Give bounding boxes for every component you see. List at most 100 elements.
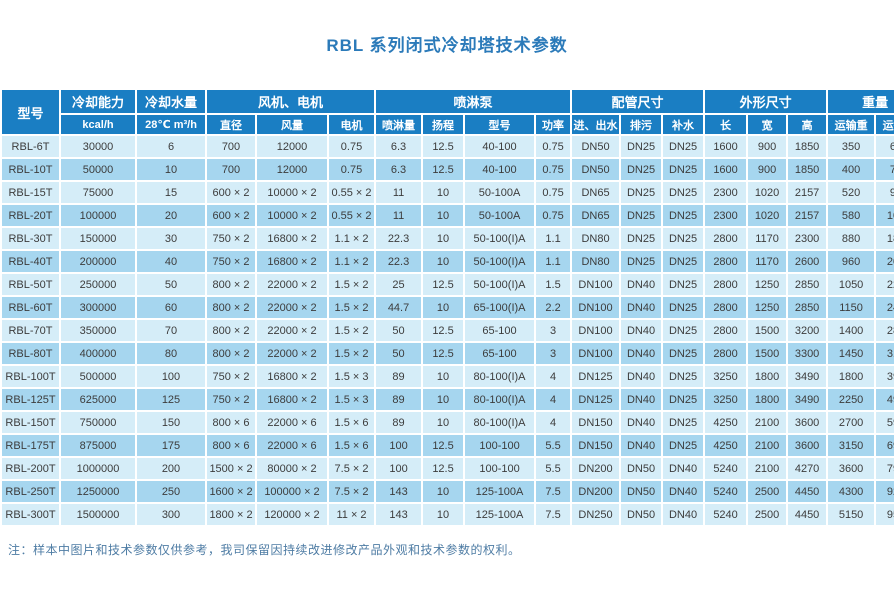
cell-weight-transport: 5150 — [828, 504, 875, 525]
header-sub: 喷淋量 — [376, 115, 422, 134]
cell-dim-height: 1850 — [788, 159, 827, 180]
header-sub: 直径 — [207, 115, 255, 134]
cell-weight-transport: 2250 — [828, 389, 875, 410]
cell-spray-power: 7.5 — [536, 481, 571, 502]
cell-pipe-makeup: DN25 — [663, 228, 704, 249]
cell-fan-diameter: 800 × 2 — [207, 320, 255, 341]
cell-pipe-drain: DN25 — [621, 228, 662, 249]
cell-fan-diameter: 1800 × 2 — [207, 504, 255, 525]
cell-dim-width: 1800 — [748, 389, 787, 410]
header-group: 冷却能力 — [61, 90, 135, 113]
cell-dim-height: 2850 — [788, 297, 827, 318]
cell-weight-operating: 5950 — [876, 412, 894, 433]
header-group: 外形尺寸 — [705, 90, 827, 113]
cell-dim-width: 1500 — [748, 343, 787, 364]
cell-dim-length: 2800 — [705, 320, 747, 341]
table-row: RBL-10T 50000 10 700 12000 0.75 6.3 12.5 40-100 0… — [2, 159, 894, 180]
cell-fan-airflow: 16800 × 2 — [257, 366, 327, 387]
cell-dim-height: 2300 — [788, 228, 827, 249]
cell-spray-flow: 6.3 — [376, 136, 422, 157]
cell-dim-length: 2800 — [705, 251, 747, 272]
cell-weight-transport: 3150 — [828, 435, 875, 456]
cell-spray-pump-model: 50-100A — [465, 182, 535, 203]
header-group: 型号 — [2, 90, 59, 134]
cell-pipe-drain: DN25 — [621, 159, 662, 180]
cell-fan-diameter: 700 — [207, 159, 255, 180]
cell-weight-transport: 2700 — [828, 412, 875, 433]
cell-fan-motor: 1.5 × 6 — [329, 412, 375, 433]
cell-pipe-makeup: DN40 — [663, 458, 704, 479]
cell-dim-width: 900 — [748, 159, 787, 180]
cell-weight-transport: 400 — [828, 159, 875, 180]
cell-pipe-drain: DN40 — [621, 366, 662, 387]
cell-cooling-water-flow: 150 — [137, 412, 205, 433]
table-row: RBL-300T 1500000 300 1800 × 2 120000 × 2 11 ×… — [2, 504, 894, 525]
cell-cooling-water-flow: 300 — [137, 504, 205, 525]
cell-pipe-inlet-outlet: DN200 — [572, 481, 620, 502]
cell-fan-diameter: 800 × 6 — [207, 412, 255, 433]
cell-cooling-water-flow: 80 — [137, 343, 205, 364]
cell-pipe-makeup: DN25 — [663, 251, 704, 272]
cell-pipe-drain: DN40 — [621, 412, 662, 433]
cell-pipe-inlet-outlet: DN65 — [572, 205, 620, 226]
cell-spray-power: 0.75 — [536, 159, 571, 180]
cell-dim-length: 2300 — [705, 205, 747, 226]
header-sub: 28℃ m³/h — [137, 115, 205, 134]
cell-pipe-drain: DN40 — [621, 320, 662, 341]
cell-spray-flow: 22.3 — [376, 251, 422, 272]
cell-model: RBL-200T — [2, 458, 59, 479]
cell-weight-operating: 940 — [876, 182, 894, 203]
cell-pipe-inlet-outlet: DN80 — [572, 251, 620, 272]
cell-weight-operating: 6950 — [876, 435, 894, 456]
cell-dim-length: 5240 — [705, 481, 747, 502]
cell-pipe-makeup: DN25 — [663, 136, 704, 157]
cell-cooling-capacity: 625000 — [61, 389, 135, 410]
cell-spray-pump-model: 40-100 — [465, 159, 535, 180]
table-row: RBL-100T 500000 100 750 × 2 16800 × 2 1.5 × 3… — [2, 366, 894, 387]
cell-spray-pump-model: 50-100A — [465, 205, 535, 226]
cell-model: RBL-150T — [2, 412, 59, 433]
table-row: RBL-6T 30000 6 700 12000 0.75 6.3 12.5 40-100 0.7… — [2, 136, 894, 157]
cell-spray-power: 1.5 — [536, 274, 571, 295]
cell-dim-height: 2157 — [788, 182, 827, 203]
cell-dim-width: 1170 — [748, 228, 787, 249]
header-sub: 进、出水 — [572, 115, 620, 134]
cell-model: RBL-6T — [2, 136, 59, 157]
cell-spray-head: 10 — [423, 504, 464, 525]
cell-fan-airflow: 16800 × 2 — [257, 251, 327, 272]
cell-spray-flow: 100 — [376, 458, 422, 479]
header-group: 冷却水量 — [137, 90, 205, 113]
cell-pipe-drain: DN50 — [621, 458, 662, 479]
cell-fan-diameter: 600 × 2 — [207, 205, 255, 226]
cell-dim-width: 1800 — [748, 366, 787, 387]
cell-weight-transport: 520 — [828, 182, 875, 203]
cell-spray-head: 12.5 — [423, 343, 464, 364]
cell-pipe-inlet-outlet: DN80 — [572, 228, 620, 249]
cell-dim-width: 2500 — [748, 481, 787, 502]
cell-weight-operating: 1850 — [876, 228, 894, 249]
cell-spray-power: 7.5 — [536, 504, 571, 525]
cell-pipe-inlet-outlet: DN250 — [572, 504, 620, 525]
cell-fan-diameter: 800 × 2 — [207, 274, 255, 295]
cell-dim-length: 1600 — [705, 136, 747, 157]
cell-weight-operating: 2870 — [876, 320, 894, 341]
header-sub: 扬程 — [423, 115, 464, 134]
cell-fan-diameter: 800 × 2 — [207, 297, 255, 318]
cell-fan-motor: 0.75 — [329, 159, 375, 180]
cell-dim-length: 3250 — [705, 366, 747, 387]
cell-fan-diameter: 750 × 2 — [207, 366, 255, 387]
cell-dim-height: 4450 — [788, 504, 827, 525]
cell-spray-pump-model: 100-100 — [465, 458, 535, 479]
cell-spray-flow: 11 — [376, 182, 422, 203]
cell-cooling-water-flow: 50 — [137, 274, 205, 295]
cell-dim-height: 2157 — [788, 205, 827, 226]
cell-dim-length: 5240 — [705, 504, 747, 525]
cell-dim-width: 2500 — [748, 504, 787, 525]
table-row: RBL-70T 350000 70 800 × 2 22000 × 2 1.5 × 2 50… — [2, 320, 894, 341]
cell-spray-pump-model: 80-100(I)A — [465, 389, 535, 410]
page-title: RBL 系列闭式冷却塔技术参数 — [326, 36, 568, 55]
cell-spray-head: 12.5 — [423, 159, 464, 180]
cell-pipe-makeup: DN25 — [663, 412, 704, 433]
